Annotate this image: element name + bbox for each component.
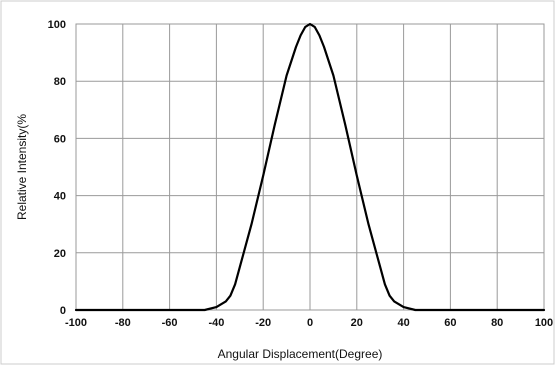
x-tick-label: -60 xyxy=(162,317,178,329)
x-tick-label: 40 xyxy=(397,317,409,329)
x-tick-label: 0 xyxy=(307,317,313,329)
series-layer xyxy=(74,22,546,312)
x-axis-title: Angular Displacement(Degree) xyxy=(218,347,383,361)
x-tick-label: -20 xyxy=(255,317,271,329)
x-tick-label: 100 xyxy=(535,317,553,329)
y-tick-label: 100 xyxy=(48,19,66,31)
y-tick-label: 0 xyxy=(60,305,66,317)
y-tick-label: 40 xyxy=(54,191,66,203)
x-tick-label: 80 xyxy=(491,317,503,329)
intensity-curve xyxy=(74,22,546,312)
x-axis-ticks: -100 -80 -60 -40 -20 0 20 40 60 80 100 xyxy=(65,317,553,329)
x-tick-label: -100 xyxy=(65,317,87,329)
x-tick-label: -40 xyxy=(208,317,224,329)
y-tick-label: 60 xyxy=(54,133,66,145)
y-axis-title: Relative Intensity(% xyxy=(15,114,29,220)
y-axis-ticks: 0 20 40 60 80 100 xyxy=(48,19,66,317)
x-tick-label: -80 xyxy=(115,317,131,329)
y-tick-label: 80 xyxy=(54,76,66,88)
grid-lines xyxy=(76,24,544,310)
x-tick-label: 60 xyxy=(444,317,456,329)
x-tick-label: 20 xyxy=(351,317,363,329)
y-tick-label: 20 xyxy=(54,248,66,260)
